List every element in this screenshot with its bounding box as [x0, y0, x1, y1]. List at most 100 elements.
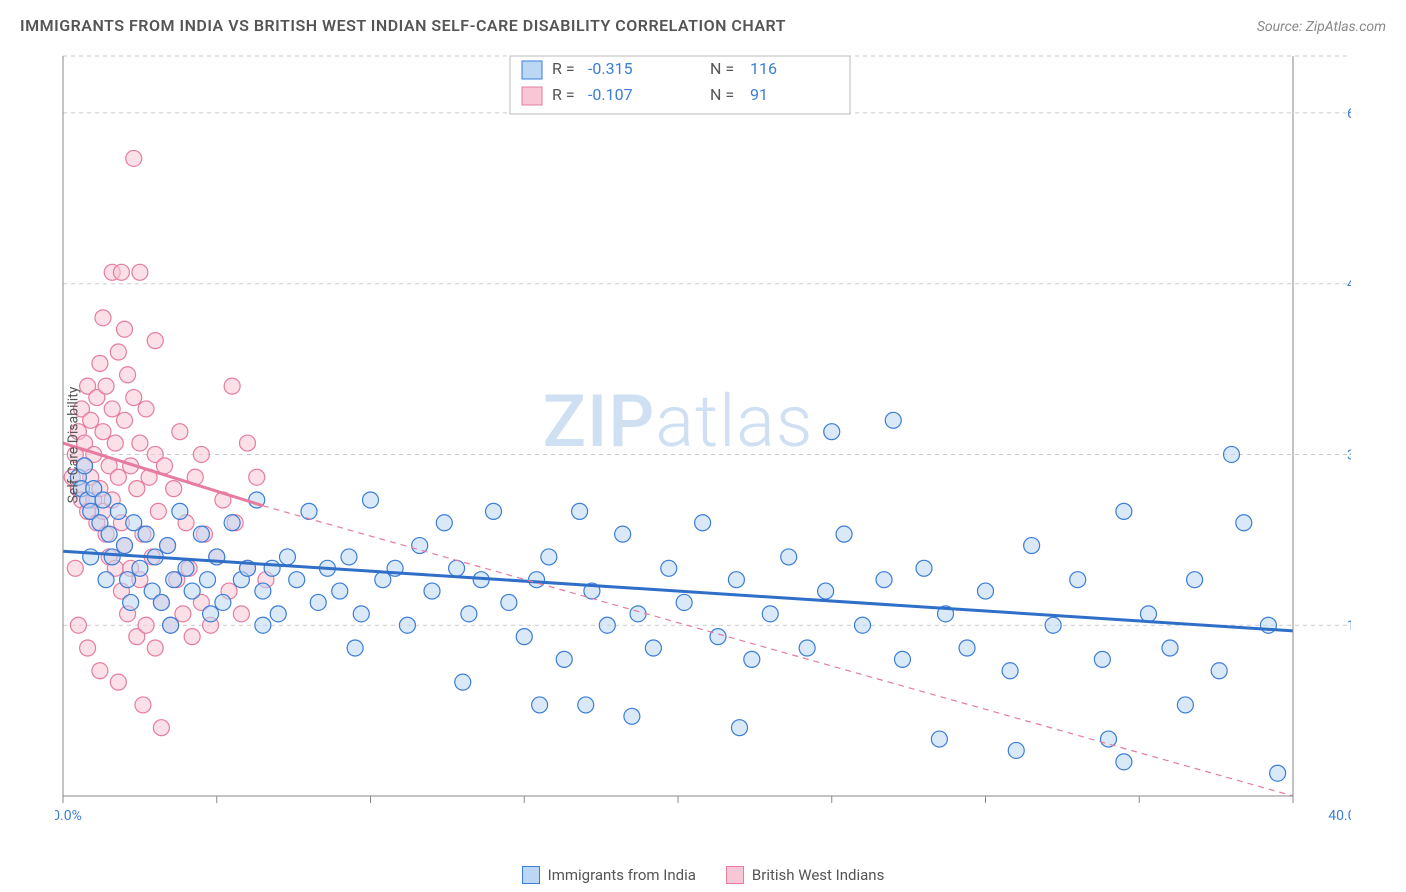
scatter-point-blue — [132, 560, 148, 576]
scatter-point-blue — [855, 617, 871, 633]
scatter-point-blue — [529, 572, 545, 588]
chart-title: IMMIGRANTS FROM INDIA VS BRITISH WEST IN… — [20, 16, 786, 35]
scatter-point-pink — [67, 560, 83, 576]
scatter-point-blue — [332, 583, 348, 599]
scatter-point-blue — [120, 572, 136, 588]
scatter-point-blue — [762, 606, 778, 622]
scatter-point-pink — [110, 344, 126, 360]
scatter-point-blue — [215, 594, 231, 610]
scatter-point-blue — [1116, 503, 1132, 519]
scatter-point-blue — [836, 526, 852, 542]
scatter-point-blue — [178, 560, 194, 576]
scatter-point-blue — [1116, 754, 1132, 770]
y-axis-label: Self-Care Disability — [65, 387, 81, 504]
legend-item-blue: Immigrants from India — [522, 866, 696, 884]
scatter-point-pink — [156, 458, 172, 474]
scatter-point-pink — [147, 333, 163, 349]
legend-label-blue: Immigrants from India — [548, 866, 696, 884]
scatter-point-blue — [1002, 663, 1018, 679]
scatter-point-blue — [1162, 640, 1178, 656]
scatter-point-blue — [123, 594, 139, 610]
scatter-point-blue — [578, 697, 594, 713]
legend-item-pink: British West Indians — [726, 866, 884, 884]
scatter-point-blue — [1236, 515, 1252, 531]
scatter-point-blue — [676, 594, 692, 610]
scatter-point-blue — [624, 708, 640, 724]
scatter-point-blue — [645, 640, 661, 656]
scatter-point-blue — [1187, 572, 1203, 588]
scatter-point-blue — [289, 572, 305, 588]
scatter-point-blue — [728, 572, 744, 588]
scatter-point-pink — [153, 720, 169, 736]
scatter-point-pink — [126, 390, 142, 406]
scatter-point-blue — [95, 492, 111, 508]
scatter-point-blue — [363, 492, 379, 508]
stat-r-label: R = — [552, 85, 575, 104]
scatter-point-blue — [916, 560, 932, 576]
scatter-point-pink — [224, 378, 240, 394]
scatter-point-blue — [279, 549, 295, 565]
scatter-point-blue — [1008, 742, 1024, 758]
scatter-point-blue — [556, 651, 572, 667]
scatter-point-blue — [486, 503, 502, 519]
scatter-point-blue — [1101, 731, 1117, 747]
scatter-point-blue — [885, 412, 901, 428]
scatter-point-pink — [147, 640, 163, 656]
scatter-point-blue — [399, 617, 415, 633]
scatter-point-pink — [95, 310, 111, 326]
scatter-point-blue — [615, 526, 631, 542]
scatter-point-blue — [104, 549, 120, 565]
scatter-point-blue — [894, 651, 910, 667]
scatter-point-blue — [501, 594, 517, 610]
scatter-point-blue — [461, 606, 477, 622]
scatter-point-blue — [516, 629, 532, 645]
stat-n-value: 91 — [750, 85, 768, 104]
scatter-point-blue — [959, 640, 975, 656]
scatter-point-blue — [572, 503, 588, 519]
scatter-point-pink — [150, 503, 166, 519]
scatter-point-blue — [455, 674, 471, 690]
scatter-point-blue — [301, 503, 317, 519]
scatter-point-blue — [799, 640, 815, 656]
scatter-point-blue — [732, 720, 748, 736]
scatter-point-blue — [98, 572, 114, 588]
scatter-point-blue — [138, 526, 154, 542]
source-name: ZipAtlas.com — [1306, 19, 1386, 35]
scatter-point-pink — [117, 321, 133, 337]
scatter-point-blue — [264, 560, 280, 576]
scatter-point-blue — [532, 697, 548, 713]
scatter-point-blue — [172, 503, 188, 519]
scatter-point-pink — [107, 435, 123, 451]
scatter-point-blue — [110, 503, 126, 519]
scatter-point-blue — [931, 731, 947, 747]
scatter-point-blue — [193, 526, 209, 542]
scatter-point-blue — [310, 594, 326, 610]
scatter-point-blue — [200, 572, 216, 588]
scatter-point-pink — [233, 606, 249, 622]
stat-swatch — [522, 87, 542, 105]
legend-swatch-pink — [726, 866, 744, 884]
legend-label-pink: British West Indians — [752, 866, 884, 884]
stat-n-value: 116 — [750, 59, 777, 78]
scatter-point-pink — [120, 367, 136, 383]
scatter-point-pink — [184, 629, 200, 645]
scatter-point-blue — [166, 572, 182, 588]
scatter-point-blue — [1211, 663, 1227, 679]
scatter-point-blue — [1270, 765, 1286, 781]
scatter-point-blue — [153, 594, 169, 610]
scatter-point-blue — [375, 572, 391, 588]
scatter-point-blue — [224, 515, 240, 531]
scatter-point-pink — [132, 264, 148, 280]
stat-n-label: N = — [710, 85, 734, 104]
watermark: ZIPatlas — [543, 379, 814, 464]
scatter-point-blue — [695, 515, 711, 531]
scatter-point-blue — [101, 526, 117, 542]
scatter-point-blue — [781, 549, 797, 565]
legend-swatch-blue — [522, 866, 540, 884]
x-tick-label-right: 40.0% — [1328, 808, 1351, 824]
scatter-point-blue — [1094, 651, 1110, 667]
scatter-point-pink — [83, 412, 99, 428]
scatter-point-blue — [341, 549, 357, 565]
scatter-point-blue — [1224, 446, 1240, 462]
y-tick-label: 4.5% — [1347, 277, 1351, 293]
